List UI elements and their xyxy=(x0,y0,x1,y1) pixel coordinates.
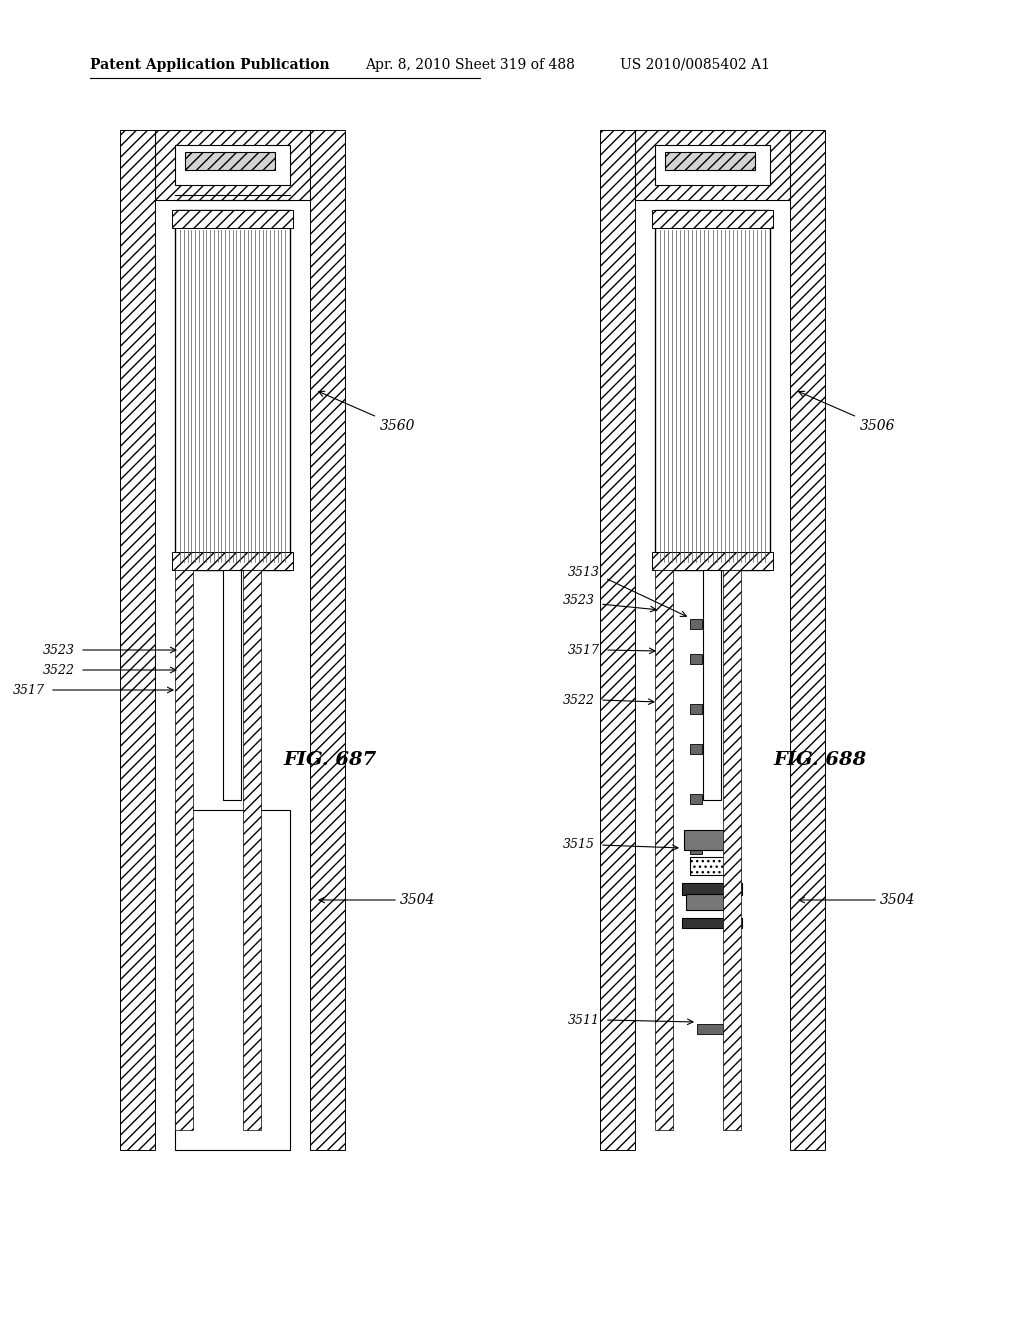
Text: Patent Application Publication: Patent Application Publication xyxy=(90,58,330,73)
Text: 3522: 3522 xyxy=(43,664,75,676)
Bar xyxy=(690,857,734,875)
Text: Apr. 8, 2010: Apr. 8, 2010 xyxy=(365,58,451,73)
Bar xyxy=(226,874,238,882)
Bar xyxy=(635,129,790,201)
Bar xyxy=(310,129,345,1150)
Text: 3504: 3504 xyxy=(400,894,435,907)
Bar xyxy=(655,145,770,185)
Text: 3511: 3511 xyxy=(568,1014,600,1027)
Bar xyxy=(226,843,238,851)
Bar xyxy=(723,570,741,1130)
Bar xyxy=(207,883,257,895)
Bar xyxy=(226,814,238,822)
Bar xyxy=(686,894,738,909)
Bar xyxy=(175,810,290,1150)
Bar xyxy=(690,653,702,664)
Bar xyxy=(207,917,257,931)
Bar xyxy=(172,552,293,570)
Text: 3515: 3515 xyxy=(563,838,595,851)
Bar xyxy=(790,129,825,1150)
Bar xyxy=(682,917,742,928)
Bar xyxy=(690,704,702,714)
Bar xyxy=(172,210,293,228)
Text: 3560: 3560 xyxy=(318,391,416,433)
Bar xyxy=(212,892,252,909)
Text: US 2010/0085402 A1: US 2010/0085402 A1 xyxy=(620,58,770,73)
Bar xyxy=(226,829,238,837)
Bar xyxy=(223,570,241,800)
Bar xyxy=(652,210,773,228)
Text: FIG. 687: FIG. 687 xyxy=(284,751,377,770)
Bar xyxy=(155,129,310,201)
Bar xyxy=(175,210,290,570)
Bar xyxy=(652,552,773,570)
Bar xyxy=(665,152,755,170)
Bar xyxy=(175,570,193,1130)
Bar xyxy=(703,570,721,800)
Text: FIG. 688: FIG. 688 xyxy=(773,751,866,770)
Text: 3517: 3517 xyxy=(568,644,600,656)
Bar xyxy=(226,888,238,898)
Text: 3523: 3523 xyxy=(43,644,75,656)
Bar xyxy=(682,883,742,895)
Bar xyxy=(226,859,238,867)
Bar xyxy=(217,857,247,875)
Bar xyxy=(120,129,155,1150)
Bar xyxy=(690,795,702,804)
Bar xyxy=(690,744,702,754)
Bar xyxy=(212,830,252,850)
Bar xyxy=(655,570,673,1130)
Text: 3504: 3504 xyxy=(880,894,915,907)
Text: Sheet 319 of 488: Sheet 319 of 488 xyxy=(455,58,574,73)
Bar xyxy=(600,129,635,1150)
Bar xyxy=(690,619,702,630)
Bar xyxy=(175,145,290,185)
Bar xyxy=(690,843,702,854)
Text: 3522: 3522 xyxy=(563,693,595,706)
Bar xyxy=(655,210,770,570)
Text: 3523: 3523 xyxy=(563,594,595,606)
Bar xyxy=(684,830,740,850)
Bar xyxy=(697,1024,727,1034)
Bar xyxy=(185,152,275,170)
Text: 3517: 3517 xyxy=(13,684,45,697)
Text: 3513: 3513 xyxy=(568,566,600,579)
Bar xyxy=(243,570,261,1130)
Text: 3506: 3506 xyxy=(799,391,896,433)
